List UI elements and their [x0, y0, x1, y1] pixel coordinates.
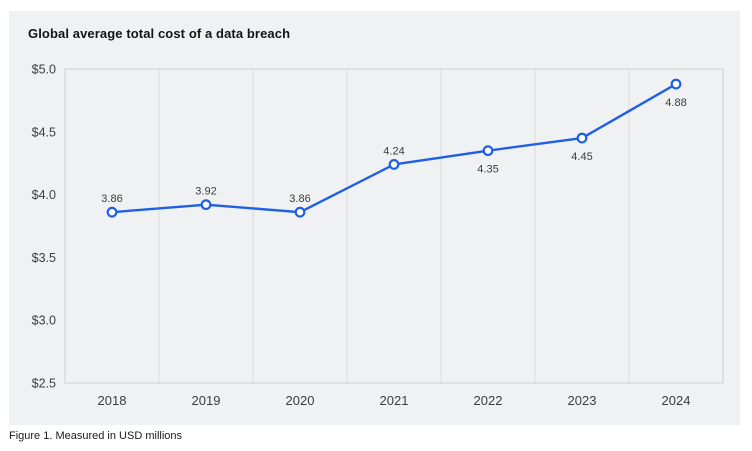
x-axis-label: 2019: [192, 393, 221, 408]
data-point-label: 4.35: [477, 164, 498, 176]
data-point: [106, 206, 118, 218]
data-point: [200, 199, 212, 211]
data-point-label: 4.45: [571, 151, 592, 163]
y-axis-label: $5.0: [32, 63, 56, 77]
chart-panel: Global average total cost of a data brea…: [9, 11, 740, 425]
y-axis-label: $2.5: [32, 377, 56, 391]
y-axis-label: $4.0: [32, 188, 56, 202]
data-point: [294, 206, 306, 218]
x-axis-label: 2018: [98, 393, 127, 408]
figure-caption: Figure 1. Measured in USD millions: [9, 430, 183, 442]
x-axis-label: 2021: [380, 393, 409, 408]
data-point-label: 4.24: [383, 145, 404, 157]
x-axis-label: 2020: [286, 393, 315, 408]
data-point-label: 3.92: [195, 186, 216, 198]
plot-border: [64, 68, 724, 384]
data-point: [576, 132, 588, 144]
data-point: [670, 78, 682, 90]
y-axis-label: $3.0: [32, 314, 56, 328]
data-point: [482, 145, 494, 157]
data-point-label: 3.86: [101, 193, 122, 205]
data-point-label: 3.86: [289, 193, 310, 205]
y-axis-label: $4.5: [32, 125, 56, 139]
y-axis-label: $3.5: [32, 251, 56, 265]
chart-title: Global average total cost of a data brea…: [28, 26, 291, 41]
x-axis-label: 2024: [662, 393, 691, 408]
data-point: [388, 159, 400, 170]
line-chart: $5.0 $4.5 $4.0 $3.5 $3.0 $2.5 2018 2019 2020 2021…: [32, 63, 724, 408]
x-axis-label: 2022: [474, 393, 503, 408]
x-axis-label: 2023: [568, 393, 597, 408]
data-point-label: 4.88: [665, 97, 686, 109]
